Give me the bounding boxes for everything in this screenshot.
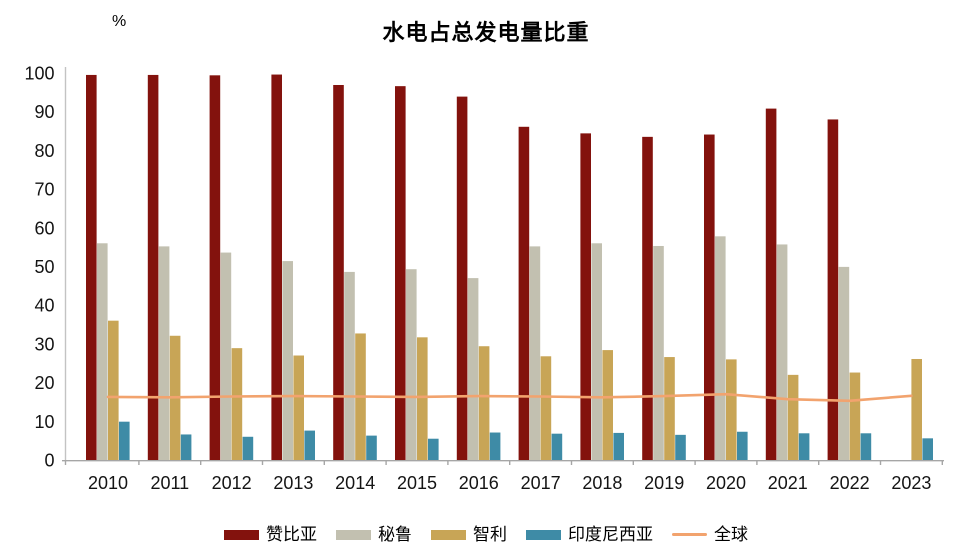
x-tick-label: 2016: [459, 473, 499, 493]
bar-秘鲁-2019: [653, 245, 664, 460]
bar-智利-2017: [540, 356, 552, 460]
bar-秘鲁-2022: [838, 266, 850, 460]
x-tick-label: 2015: [397, 473, 437, 493]
legend-item-秘鲁: 秘鲁: [336, 526, 412, 543]
bar-印度尼西亚-2020: [737, 431, 748, 460]
legend-label: 全球: [714, 525, 748, 544]
legend-item-印度尼西亚: 印度尼西亚: [526, 526, 653, 543]
bar-赞比亚-2018: [580, 133, 591, 460]
bar-秘鲁-2014: [344, 271, 355, 460]
y-tick-label: 100: [24, 64, 54, 84]
legend-label: 秘鲁: [378, 525, 412, 544]
bar-智利-2020: [726, 359, 737, 460]
bar-秘鲁-2017: [529, 246, 541, 460]
legend-label: 赞比亚: [266, 525, 317, 544]
y-tick-label: 80: [34, 141, 54, 161]
bar-智利-2022: [849, 372, 861, 460]
y-tick-label: 20: [34, 373, 54, 393]
y-tick-label: 90: [34, 102, 54, 122]
y-tick-label: 10: [34, 412, 54, 432]
bar-赞比亚-2017: [518, 126, 530, 460]
bar-赞比亚-2019: [642, 136, 653, 461]
y-tick-label: 30: [34, 334, 54, 354]
bar-印度尼西亚-2014: [366, 435, 377, 460]
bar-印度尼西亚-2013: [304, 430, 315, 460]
x-tick-label: 2013: [273, 473, 313, 493]
bar-印度尼西亚-2022: [860, 433, 872, 460]
x-tick-label: 2018: [582, 473, 622, 493]
x-tick-label: 2012: [212, 473, 252, 493]
bar-智利-2019: [664, 357, 675, 460]
y-tick-label: 0: [44, 451, 54, 471]
bar-印度尼西亚-2011: [180, 434, 192, 460]
bar-印度尼西亚-2021: [798, 433, 810, 460]
bar-印度尼西亚-2012: [242, 436, 254, 460]
bar-赞比亚-2012: [209, 75, 221, 461]
chart-title: 水电占总发电量比重: [382, 20, 590, 45]
legend-swatch-印度尼西亚: [526, 529, 561, 540]
bar-赞比亚-2020: [704, 134, 715, 460]
x-tick-label: 2022: [830, 473, 870, 493]
x-tick-label: 2010: [88, 473, 128, 493]
bar-印度尼西亚-2023: [922, 438, 933, 460]
bar-秘鲁-2011: [158, 246, 170, 460]
legend-item-智利: 智利: [431, 526, 507, 543]
bar-秘鲁-2015: [406, 269, 417, 460]
y-tick-label: 40: [34, 296, 54, 316]
bar-印度尼西亚-2016: [489, 432, 501, 460]
bar-秘鲁-2012: [220, 252, 232, 460]
x-tick-label: 2017: [521, 473, 561, 493]
bar-智利-2016: [478, 346, 490, 460]
x-tick-label: 2021: [768, 473, 808, 493]
bar-印度尼西亚-2019: [675, 434, 686, 460]
x-tick-label: 2020: [706, 473, 746, 493]
bar-秘鲁-2020: [715, 236, 726, 460]
bar-智利-2010: [108, 320, 119, 460]
y-tick-label: 50: [34, 257, 54, 277]
bar-秘鲁-2016: [467, 278, 479, 460]
legend-swatch-全球: [672, 533, 707, 536]
legend-label: 智利: [473, 525, 507, 544]
bar-赞比亚-2011: [147, 74, 159, 460]
bar-印度尼西亚-2010: [119, 421, 130, 460]
legend-swatch-赞比亚: [224, 529, 259, 540]
x-tick-label: 2011: [150, 473, 189, 493]
bar-赞比亚-2014: [333, 84, 344, 460]
bar-秘鲁-2021: [776, 244, 788, 460]
legend-item-赞比亚: 赞比亚: [224, 526, 317, 543]
bar-赞比亚-2022: [827, 119, 839, 460]
bar-赞比亚-2010: [86, 74, 97, 460]
bar-印度尼西亚-2018: [613, 432, 624, 460]
y-tick-label: 60: [34, 218, 54, 238]
bar-印度尼西亚-2017: [551, 433, 563, 460]
bar-智利-2015: [417, 337, 428, 460]
y-axis-unit-label: %: [112, 13, 127, 30]
bar-印度尼西亚-2015: [428, 438, 439, 460]
bar-赞比亚-2015: [395, 86, 406, 461]
legend: 赞比亚 秘鲁 智利 印度尼西亚 全球: [0, 526, 972, 543]
x-tick-label: 2023: [891, 473, 931, 493]
bar-秘鲁-2018: [591, 243, 602, 460]
bar-赞比亚-2021: [765, 108, 777, 460]
x-tick-label: 2019: [644, 473, 684, 493]
bar-智利-2021: [787, 374, 799, 460]
bar-秘鲁-2010: [97, 243, 108, 460]
y-tick-label: 70: [34, 180, 54, 200]
legend-swatch-秘鲁: [336, 529, 371, 540]
bar-赞比亚-2013: [271, 74, 282, 460]
bar-秘鲁-2013: [282, 261, 293, 460]
bar-智利-2012: [231, 348, 243, 460]
legend-item-全球: 全球: [672, 526, 748, 543]
bar-智利-2018: [602, 350, 613, 460]
line-全球: [106, 392, 913, 403]
x-tick-label: 2014: [335, 473, 375, 493]
bar-智利-2023: [911, 358, 922, 460]
legend-label: 印度尼西亚: [568, 525, 653, 544]
bar-智利-2013: [293, 355, 304, 460]
bar-赞比亚-2016: [456, 96, 468, 461]
legend-swatch-智利: [431, 529, 466, 540]
